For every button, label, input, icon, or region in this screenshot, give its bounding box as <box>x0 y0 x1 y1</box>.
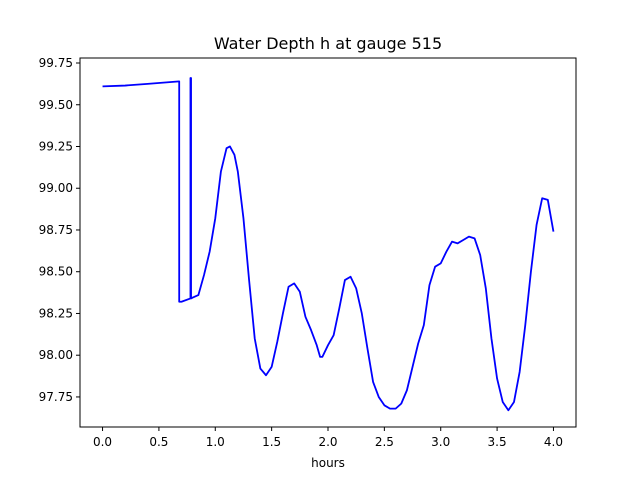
x-tick-label: 4.0 <box>544 435 563 449</box>
y-tick-label: 98.00 <box>39 348 73 362</box>
x-tick-label: 3.5 <box>488 435 507 449</box>
y-tick-label: 99.00 <box>39 181 73 195</box>
plot-background <box>80 58 576 427</box>
y-tick-label: 98.75 <box>39 223 73 237</box>
y-tick-label: 99.25 <box>39 139 73 153</box>
x-tick-label: 0.5 <box>149 435 168 449</box>
x-tick-label: 0.0 <box>93 435 112 449</box>
y-tick-label: 99.75 <box>39 56 73 70</box>
y-tick-label: 98.25 <box>39 306 73 320</box>
x-tick-label: 1.5 <box>262 435 281 449</box>
x-tick-label: 1.0 <box>206 435 225 449</box>
series-line-0 <box>102 77 555 412</box>
y-tick-label: 98.50 <box>39 265 73 279</box>
x-axis-label: hours <box>311 456 345 470</box>
chart-title: Water Depth h at gauge 515 <box>214 34 442 53</box>
x-axis: 0.0 0.5 1.0 1.5 2.0 2.5 3.0 3.5 4.0 <box>93 427 563 449</box>
y-tick-label: 97.75 <box>39 390 73 404</box>
plot-area: 0.0 0.5 1.0 1.5 2.0 2.5 3.0 3.5 4.0 97.75 98.00 98… <box>39 56 577 449</box>
series-layer <box>102 77 555 412</box>
y-axis: 97.75 98.00 98.25 98.50 98.75 99.00 99.25 99.50… <box>39 56 80 404</box>
x-tick-label: 3.0 <box>431 435 450 449</box>
y-tick-label: 99.50 <box>39 98 73 112</box>
x-tick-label: 2.0 <box>318 435 337 449</box>
x-tick-label: 2.5 <box>375 435 394 449</box>
